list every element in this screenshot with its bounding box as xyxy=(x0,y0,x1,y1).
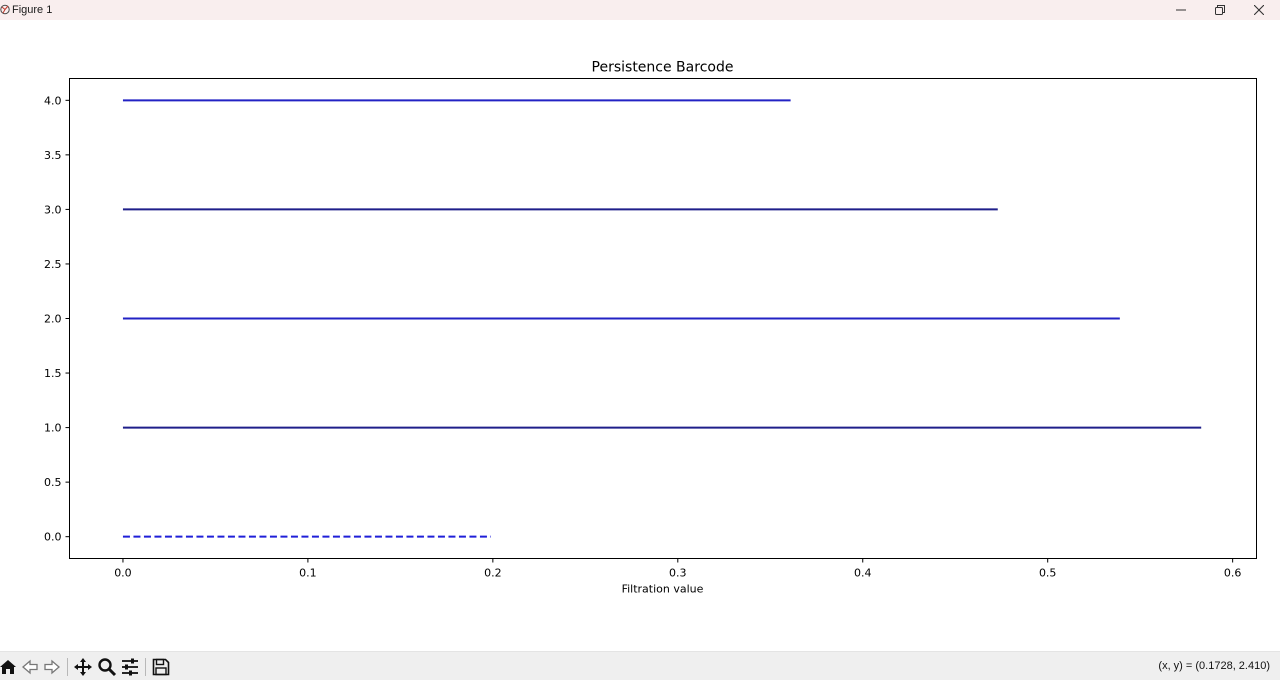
y-tick-label: 3.5 xyxy=(44,149,62,162)
window-title: Figure 1 xyxy=(12,4,53,16)
y-tick-label: 0.5 xyxy=(44,476,62,489)
x-tick-label: 0.3 xyxy=(669,567,687,580)
toolbar-separator xyxy=(145,658,146,676)
y-tick-label: 0.0 xyxy=(44,531,62,544)
restore-icon xyxy=(1215,5,1225,15)
y-tick-label: 3.0 xyxy=(44,203,62,216)
x-ticks: 0.0 0.1 0.2 0.3 0.4 0.5 0.6 xyxy=(114,558,1242,580)
x-tick-label: 0.1 xyxy=(299,567,317,580)
y-ticks: 0.0 0.5 1.0 1.5 2.0 2.5 3.0 3.5 4.0 xyxy=(44,94,70,544)
y-tick-label: 1.0 xyxy=(44,422,62,435)
pan-icon xyxy=(74,658,92,676)
restore-button[interactable] xyxy=(1200,0,1240,20)
zoom-icon xyxy=(98,658,117,677)
minimize-button[interactable] xyxy=(1161,0,1201,20)
configure-subplots-button[interactable] xyxy=(119,656,141,678)
save-button[interactable] xyxy=(150,656,172,678)
x-tick-label: 0.4 xyxy=(854,567,872,580)
x-tick-label: 0.6 xyxy=(1224,567,1242,580)
save-icon xyxy=(152,658,170,676)
pan-button[interactable] xyxy=(72,656,94,678)
x-tick-label: 0.5 xyxy=(1039,567,1057,580)
minimize-icon xyxy=(1176,9,1186,11)
bars-layer xyxy=(122,99,1202,538)
close-button[interactable] xyxy=(1239,0,1279,20)
title-bar: Figure 1 xyxy=(0,0,1280,20)
forward-button[interactable] xyxy=(41,656,63,678)
x-tick-label: 0.2 xyxy=(484,567,502,580)
navigation-toolbar: (x, y) = (0.1728, 2.410) xyxy=(0,651,1280,680)
y-tick-label: 1.5 xyxy=(44,367,62,380)
back-button[interactable] xyxy=(19,656,41,678)
y-tick-label: 2.0 xyxy=(44,313,62,326)
y-tick-label: 4.0 xyxy=(44,94,62,107)
configure-subplots-icon xyxy=(122,658,138,676)
x-axis-label: Filtration value xyxy=(622,583,704,596)
back-icon xyxy=(22,659,38,675)
cursor-coordinates: (x, y) = (0.1728, 2.410) xyxy=(1158,660,1270,672)
close-icon xyxy=(1254,5,1264,15)
home-button[interactable] xyxy=(0,656,19,678)
home-icon xyxy=(0,660,16,674)
toolbar-separator xyxy=(67,658,68,676)
zoom-button[interactable] xyxy=(96,656,118,678)
chart-title: Persistence Barcode xyxy=(592,60,734,76)
y-tick-label: 2.5 xyxy=(44,258,62,271)
forward-icon xyxy=(44,659,60,675)
x-tick-label: 0.0 xyxy=(114,567,132,580)
figure-canvas[interactable]: Persistence Barcode 0.0 0.1 0.2 0.3 0.4 0.5 0.… xyxy=(0,20,1280,650)
matplotlib-app-icon xyxy=(0,4,10,15)
barcode-chart[interactable]: Persistence Barcode 0.0 0.1 0.2 0.3 0.4 0.5 0.… xyxy=(0,20,1280,650)
